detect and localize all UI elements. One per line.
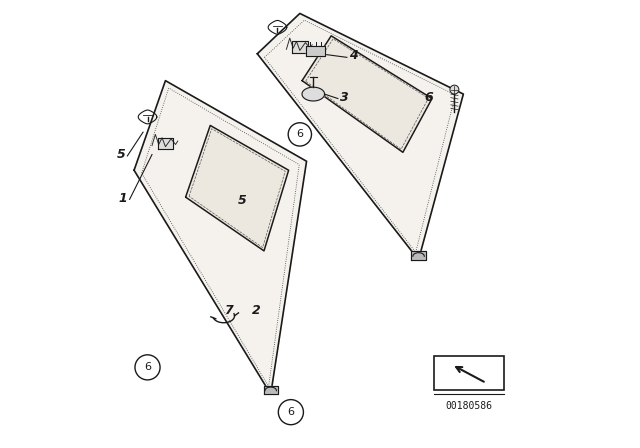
Text: 6: 6 (296, 129, 303, 139)
Polygon shape (186, 125, 289, 251)
Text: 7: 7 (225, 304, 233, 317)
Polygon shape (306, 46, 325, 56)
Polygon shape (134, 81, 307, 394)
Text: 00180586: 00180586 (445, 401, 492, 411)
Polygon shape (257, 13, 463, 260)
Polygon shape (292, 42, 308, 53)
Polygon shape (157, 138, 173, 149)
Polygon shape (302, 36, 432, 152)
Polygon shape (302, 87, 324, 101)
Text: 1: 1 (118, 192, 127, 205)
Text: 4: 4 (349, 49, 358, 62)
Text: 6: 6 (424, 91, 433, 104)
Polygon shape (264, 386, 278, 394)
Text: 3: 3 (340, 91, 349, 104)
Text: 6: 6 (287, 407, 294, 417)
Bar (435, 356, 504, 390)
Text: 2: 2 (252, 304, 260, 317)
Polygon shape (412, 251, 426, 260)
Text: 6: 6 (144, 362, 151, 372)
Circle shape (450, 85, 459, 94)
Text: 5: 5 (237, 194, 246, 207)
Text: 5: 5 (116, 148, 125, 161)
